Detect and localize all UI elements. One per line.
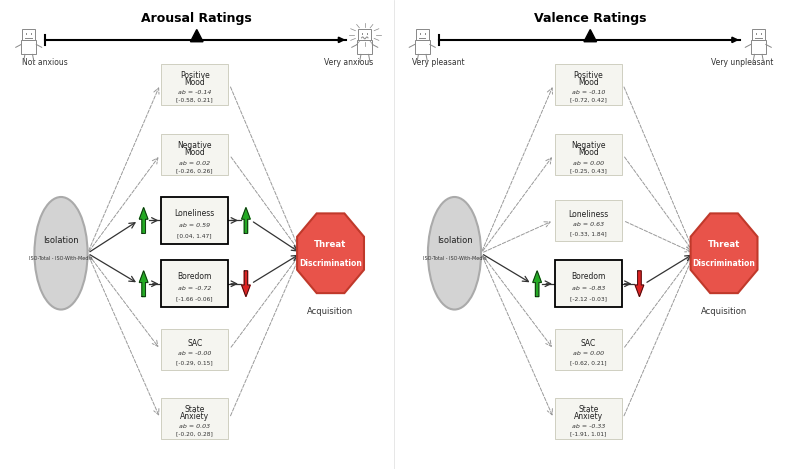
Text: ab = 0.63: ab = 0.63	[573, 222, 604, 227]
Text: Acquisition: Acquisition	[701, 307, 747, 316]
Text: Boredom: Boredom	[571, 272, 605, 281]
Text: Anxiety: Anxiety	[574, 412, 603, 421]
Text: [-0.26, 0.26]: [-0.26, 0.26]	[176, 168, 213, 173]
Text: SAC: SAC	[187, 339, 202, 348]
Text: [-0.33, 1.84]: [-0.33, 1.84]	[570, 231, 607, 236]
Ellipse shape	[35, 197, 87, 310]
Text: ISO-Total - ISO-With-Media: ISO-Total - ISO-With-Media	[29, 257, 93, 261]
Text: Positive: Positive	[180, 71, 209, 80]
FancyBboxPatch shape	[555, 134, 622, 175]
Text: Very anxious: Very anxious	[323, 58, 373, 67]
Text: Acquisition: Acquisition	[308, 307, 353, 316]
Polygon shape	[691, 213, 757, 293]
Polygon shape	[139, 271, 148, 297]
Text: Mood: Mood	[184, 148, 205, 157]
Text: Mood: Mood	[184, 78, 205, 87]
Text: ab = -0.00: ab = -0.00	[178, 351, 212, 356]
Text: [-0.20, 0.28]: [-0.20, 0.28]	[176, 431, 213, 437]
Text: [-2.12 -0.03]: [-2.12 -0.03]	[570, 296, 607, 301]
Text: ab = -0.33: ab = -0.33	[571, 424, 605, 429]
Text: Mood: Mood	[578, 78, 599, 87]
Text: Loneliness: Loneliness	[175, 209, 215, 218]
FancyBboxPatch shape	[555, 260, 622, 307]
Text: ab = -0.10: ab = -0.10	[571, 90, 605, 95]
Text: ab = -0.72: ab = -0.72	[178, 286, 212, 291]
FancyBboxPatch shape	[161, 260, 228, 307]
FancyBboxPatch shape	[555, 200, 622, 241]
Text: Isolation: Isolation	[437, 235, 472, 245]
FancyBboxPatch shape	[161, 197, 228, 244]
Text: Anxiety: Anxiety	[180, 412, 209, 421]
Text: State: State	[185, 405, 205, 414]
Text: Isolation: Isolation	[43, 235, 79, 245]
FancyBboxPatch shape	[161, 64, 228, 105]
Text: ab = -0.83: ab = -0.83	[571, 286, 605, 291]
FancyBboxPatch shape	[555, 329, 622, 370]
Text: ISO-Total - ISO-With-Media: ISO-Total - ISO-With-Media	[423, 257, 486, 261]
Polygon shape	[584, 30, 597, 42]
Text: [-1.66 -0.06]: [-1.66 -0.06]	[176, 296, 213, 301]
Text: Negative: Negative	[571, 141, 605, 150]
Polygon shape	[297, 213, 364, 293]
Text: [-0.72, 0.42]: [-0.72, 0.42]	[570, 98, 607, 103]
Text: State: State	[578, 405, 598, 414]
FancyBboxPatch shape	[555, 398, 622, 439]
Text: Boredom: Boredom	[178, 272, 212, 281]
Text: [-0.58, 0.21]: [-0.58, 0.21]	[176, 98, 213, 103]
Text: ab = 0.03: ab = 0.03	[179, 424, 210, 429]
FancyBboxPatch shape	[161, 329, 228, 370]
Text: [-0.29, 0.15]: [-0.29, 0.15]	[176, 360, 213, 365]
Text: [0.04, 1.47]: [0.04, 1.47]	[178, 233, 212, 238]
Text: ab = 0.00: ab = 0.00	[573, 160, 604, 166]
Text: Discrimination: Discrimination	[693, 259, 756, 268]
Polygon shape	[635, 271, 644, 297]
Text: [-0.25, 0.43]: [-0.25, 0.43]	[570, 168, 607, 173]
FancyBboxPatch shape	[161, 398, 228, 439]
Polygon shape	[242, 208, 250, 234]
Polygon shape	[242, 271, 250, 297]
Text: Threat: Threat	[314, 240, 347, 250]
Text: ab = 0.59: ab = 0.59	[179, 223, 210, 227]
Text: SAC: SAC	[581, 339, 596, 348]
Text: Negative: Negative	[178, 141, 212, 150]
Text: Positive: Positive	[574, 71, 603, 80]
Polygon shape	[139, 208, 148, 234]
Text: Loneliness: Loneliness	[568, 210, 608, 219]
Text: Valence Ratings: Valence Ratings	[534, 12, 646, 25]
Ellipse shape	[428, 197, 481, 310]
Text: Mood: Mood	[578, 148, 599, 157]
Text: Discrimination: Discrimination	[299, 259, 362, 268]
Text: [-0.62, 0.21]: [-0.62, 0.21]	[570, 360, 607, 365]
Text: [-1.91, 1.01]: [-1.91, 1.01]	[570, 431, 607, 437]
Text: Very pleasant: Very pleasant	[412, 58, 465, 67]
FancyBboxPatch shape	[555, 64, 622, 105]
Text: Very unpleasant: Very unpleasant	[711, 58, 773, 67]
Text: Arousal Ratings: Arousal Ratings	[142, 12, 252, 25]
Text: ab = -0.14: ab = -0.14	[178, 90, 212, 95]
Text: ab = 0.00: ab = 0.00	[573, 351, 604, 356]
FancyBboxPatch shape	[161, 134, 228, 175]
Polygon shape	[533, 271, 541, 297]
Polygon shape	[190, 30, 203, 42]
Text: Threat: Threat	[708, 240, 741, 250]
Text: ab = 0.02: ab = 0.02	[179, 160, 210, 166]
Text: Not anxious: Not anxious	[22, 58, 68, 67]
